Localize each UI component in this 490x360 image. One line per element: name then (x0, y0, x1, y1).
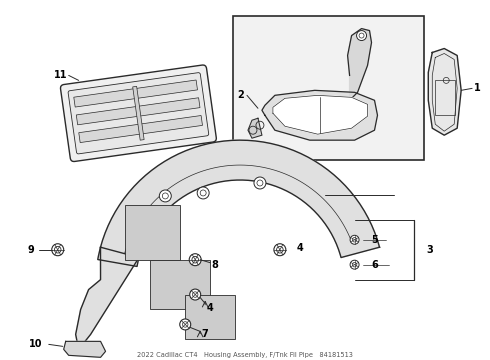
Circle shape (189, 254, 201, 266)
Bar (133, 86, 144, 140)
Polygon shape (347, 28, 371, 100)
Text: 8: 8 (212, 260, 219, 270)
Text: 4: 4 (296, 243, 303, 253)
Text: 1: 1 (474, 84, 481, 93)
Text: 11: 11 (54, 71, 68, 80)
Text: 5: 5 (371, 235, 378, 245)
Bar (79, 116, 202, 143)
Circle shape (159, 190, 171, 202)
FancyBboxPatch shape (68, 73, 209, 154)
Circle shape (350, 260, 359, 269)
Text: 10: 10 (29, 339, 43, 349)
Circle shape (350, 235, 359, 244)
Circle shape (357, 31, 367, 41)
Circle shape (197, 187, 209, 199)
Circle shape (54, 247, 61, 253)
Bar (76, 98, 200, 125)
Polygon shape (75, 247, 139, 345)
Bar (125, 205, 180, 260)
Circle shape (182, 322, 188, 327)
Polygon shape (262, 90, 377, 140)
Circle shape (192, 256, 198, 263)
Circle shape (193, 292, 198, 297)
Text: 4: 4 (207, 302, 214, 312)
Text: 2: 2 (238, 90, 245, 100)
Bar (74, 80, 197, 107)
Polygon shape (273, 95, 368, 134)
Bar (150, 260, 210, 310)
Circle shape (190, 289, 201, 300)
Circle shape (52, 244, 64, 256)
Circle shape (276, 247, 283, 253)
FancyBboxPatch shape (60, 65, 216, 162)
Text: 6: 6 (371, 260, 378, 270)
Polygon shape (428, 49, 461, 135)
Text: 7: 7 (202, 329, 209, 339)
Bar (435, 80, 455, 115)
Circle shape (274, 244, 286, 256)
Bar (233, 15, 424, 160)
Text: 2022 Cadillac CT4   Housing Assembly, F/Tnk Fil Pipe   84181513: 2022 Cadillac CT4 Housing Assembly, F/Tn… (137, 352, 353, 358)
Text: 3: 3 (426, 245, 433, 255)
Polygon shape (64, 341, 105, 357)
Text: 9: 9 (27, 245, 34, 255)
Circle shape (180, 319, 191, 330)
Polygon shape (98, 140, 380, 266)
Bar (185, 294, 235, 339)
Polygon shape (248, 118, 262, 138)
Circle shape (254, 177, 266, 189)
